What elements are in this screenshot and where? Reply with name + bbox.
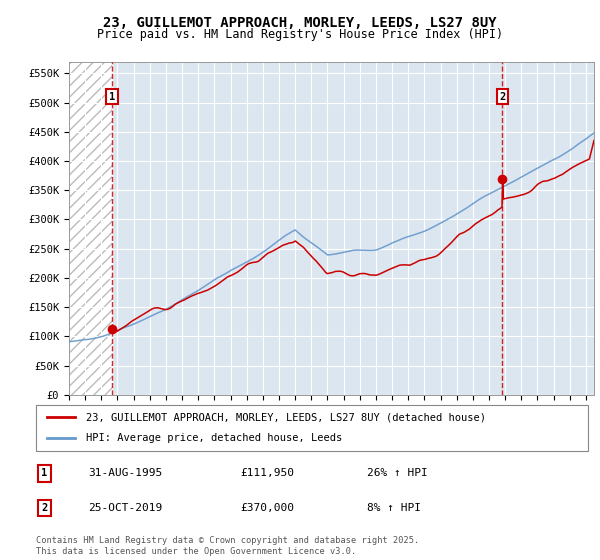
Text: 31-AUG-1995: 31-AUG-1995 [88, 468, 163, 478]
Text: HPI: Average price, detached house, Leeds: HPI: Average price, detached house, Leed… [86, 433, 342, 444]
Text: Price paid vs. HM Land Registry's House Price Index (HPI): Price paid vs. HM Land Registry's House … [97, 28, 503, 41]
Text: 1: 1 [109, 92, 115, 101]
Text: 8% ↑ HPI: 8% ↑ HPI [367, 503, 421, 513]
Bar [69, 62, 112, 395]
Text: 23, GUILLEMOT APPROACH, MORLEY, LEEDS, LS27 8UY: 23, GUILLEMOT APPROACH, MORLEY, LEEDS, L… [103, 16, 497, 30]
Bar [69, 62, 112, 395]
Text: £370,000: £370,000 [240, 503, 294, 513]
Text: 26% ↑ HPI: 26% ↑ HPI [367, 468, 428, 478]
FancyBboxPatch shape [36, 405, 588, 451]
Text: Contains HM Land Registry data © Crown copyright and database right 2025.
This d: Contains HM Land Registry data © Crown c… [36, 536, 419, 556]
Text: 1: 1 [41, 468, 47, 478]
Text: 2: 2 [41, 503, 47, 513]
Text: 2: 2 [499, 92, 506, 101]
Text: 23, GUILLEMOT APPROACH, MORLEY, LEEDS, LS27 8UY (detached house): 23, GUILLEMOT APPROACH, MORLEY, LEEDS, L… [86, 412, 485, 422]
Text: £111,950: £111,950 [240, 468, 294, 478]
Text: 25-OCT-2019: 25-OCT-2019 [88, 503, 163, 513]
